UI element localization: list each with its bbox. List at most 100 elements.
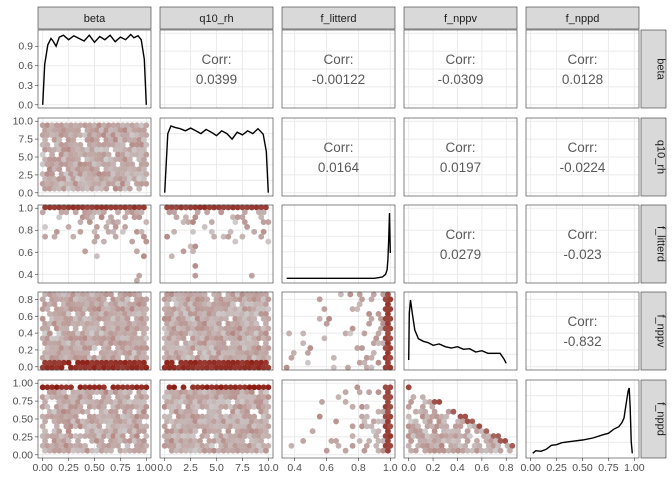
hexbin <box>53 122 60 129</box>
panel-border <box>403 29 518 109</box>
hexbin <box>222 345 229 352</box>
panel-background <box>404 292 517 370</box>
hexbin <box>192 330 199 337</box>
hexbin <box>175 306 182 313</box>
hexbin <box>79 185 86 192</box>
hexbin <box>452 423 459 430</box>
hexbin <box>161 306 168 313</box>
hexbin <box>108 320 114 327</box>
hexbin <box>253 320 260 327</box>
panel-beta-f_litterd: Corr:-0.00122 <box>281 29 396 109</box>
hexbin <box>185 433 192 440</box>
hexbin <box>93 175 100 182</box>
hexbin <box>161 413 168 420</box>
hexbin <box>445 428 452 435</box>
hexbin <box>206 340 213 347</box>
hexbin <box>105 364 112 371</box>
hexbin <box>129 151 136 158</box>
hexbin <box>77 335 84 342</box>
hexbin <box>363 423 370 430</box>
hexbin <box>89 291 96 298</box>
hexbin <box>222 442 229 449</box>
hexbin <box>222 335 229 342</box>
hexbin <box>180 394 187 401</box>
hexbin <box>387 433 394 440</box>
hexbin <box>124 335 131 342</box>
hexbin <box>124 209 131 216</box>
hexbin <box>53 423 60 430</box>
hexbin <box>359 345 365 352</box>
hexbin <box>497 437 504 444</box>
hexbin <box>220 349 227 356</box>
hexbin <box>168 320 175 327</box>
hexbin <box>65 185 72 192</box>
hexbin <box>133 354 140 361</box>
hexbin <box>140 166 147 173</box>
hexbin <box>143 132 150 139</box>
hexbin <box>363 442 370 449</box>
hexbin <box>77 306 84 313</box>
hexbin <box>384 408 391 415</box>
hexbin <box>368 315 375 322</box>
hexbin <box>138 413 145 420</box>
hexbin <box>105 413 112 420</box>
hexbin <box>194 209 201 216</box>
hexbin <box>89 418 96 425</box>
hexbin <box>424 433 431 440</box>
hexbin <box>75 127 81 134</box>
hexbin <box>375 408 382 415</box>
hexbin <box>53 413 60 420</box>
hexbin <box>173 301 180 308</box>
hexbin <box>103 185 110 192</box>
hexbin <box>485 442 492 449</box>
corr-value: -0.0224 <box>560 160 606 175</box>
hexbin <box>180 219 187 226</box>
hexbin <box>143 354 150 361</box>
hexbin <box>260 413 267 420</box>
hexbin <box>230 320 236 327</box>
hexbin <box>98 359 105 366</box>
hexbin <box>373 433 380 440</box>
hexbin <box>363 413 370 420</box>
panel-f_litterd-beta <box>37 204 152 284</box>
hexbin <box>143 335 150 342</box>
hexbin <box>194 325 201 332</box>
hexbin <box>133 228 140 235</box>
hexbin <box>126 418 133 425</box>
hexbin <box>75 418 81 425</box>
hexbin <box>246 325 253 332</box>
hexbin <box>49 171 56 178</box>
hexbin <box>431 408 438 415</box>
hexbin <box>258 330 265 337</box>
hexbin <box>171 209 178 216</box>
hexbin <box>175 394 182 401</box>
hexbin <box>215 291 222 298</box>
y-tick-label: 0.6 <box>18 247 33 259</box>
hexbin <box>129 325 136 332</box>
hexbin <box>208 335 215 342</box>
hexbin <box>98 301 105 308</box>
density-line-q10_rh <box>164 125 269 193</box>
hexbin <box>140 253 147 260</box>
hexbin <box>115 141 121 148</box>
hexbin <box>122 437 129 444</box>
hexbin <box>70 349 77 356</box>
hexbin <box>70 185 77 192</box>
hexbin <box>194 403 201 410</box>
hexbin <box>258 408 265 415</box>
panel-border <box>159 204 274 284</box>
hexbin <box>100 151 107 158</box>
hexbin <box>105 394 112 401</box>
hexbin <box>197 418 203 425</box>
hexbin <box>63 306 70 313</box>
hexbin <box>72 413 79 420</box>
hexbin <box>84 359 91 366</box>
hexbin <box>58 141 65 148</box>
hexbin <box>248 349 255 356</box>
hexbin <box>60 398 67 405</box>
hexbin <box>112 428 119 435</box>
hexbin <box>462 413 469 420</box>
hexbin <box>227 296 234 303</box>
hexbin <box>206 359 213 366</box>
hexbin <box>316 413 323 420</box>
